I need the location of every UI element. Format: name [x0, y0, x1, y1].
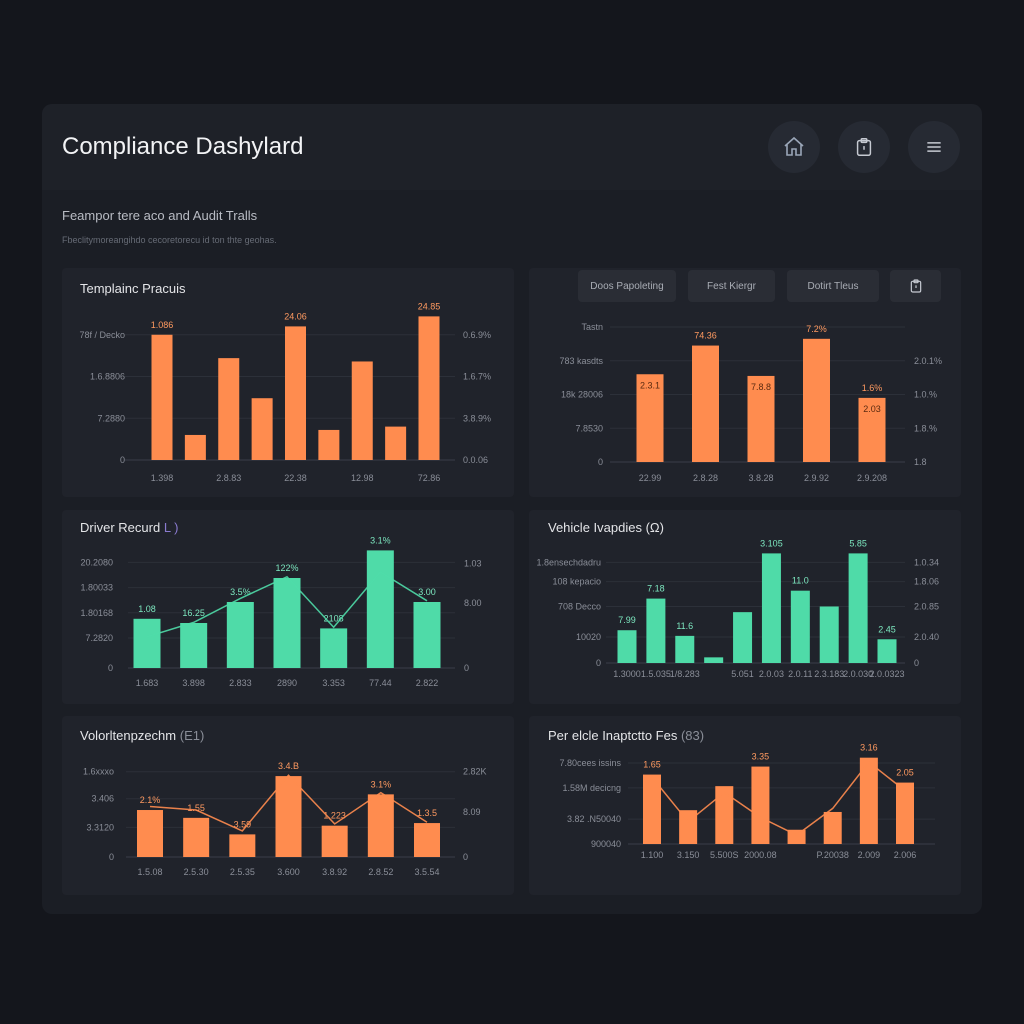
home-icon: [784, 136, 804, 156]
chart-title-text: Volorltenpzechm: [80, 728, 177, 743]
clipboard-icon: [910, 279, 921, 293]
section-description: Fbeclitymoreangihdo cecoretorecu id ton …: [62, 235, 277, 245]
chart-panel-3: [62, 510, 514, 704]
chart-title-text: Per elcle Inaptctto Fes: [548, 728, 678, 743]
chart-title-5: Volorltenpzechm (E1): [80, 728, 204, 743]
toolbar-button-3[interactable]: Dotirt Tleus: [787, 270, 879, 302]
menu-icon: [927, 142, 941, 152]
chart-title-3: Driver Recurd L ): [80, 520, 179, 535]
toolbar-button-1[interactable]: Doos Papoleting: [578, 270, 676, 302]
clipboard-icon: [856, 138, 872, 156]
chart-title-1: Templainc Pracuis: [80, 281, 186, 296]
chart-panel-1: [62, 268, 514, 497]
chart-panel-4: [529, 510, 961, 704]
chart-title-4: Vehicle Ivapdies (Ω): [548, 520, 664, 535]
toolbar-clipboard-button[interactable]: [890, 270, 941, 302]
chart-title-suffix: (83): [680, 728, 705, 743]
chart-title-suffix: (E1): [179, 728, 205, 743]
header-bar: [42, 104, 982, 190]
chart-title-suffix: L ): [163, 520, 179, 535]
clipboard-button[interactable]: [838, 121, 890, 173]
page-title: Compliance Dashylard: [62, 133, 304, 160]
chart-panel-2: [529, 268, 961, 497]
toolbar-button-2[interactable]: Fest Kiergr: [688, 270, 775, 302]
menu-button[interactable]: [908, 121, 960, 173]
home-button[interactable]: [768, 121, 820, 173]
section-subtitle: Feampor tere aco and Audit Tralls: [62, 208, 258, 223]
chart-title-text: Driver Recurd: [80, 520, 161, 535]
chart-title-6: Per elcle Inaptctto Fes (83): [548, 728, 704, 743]
